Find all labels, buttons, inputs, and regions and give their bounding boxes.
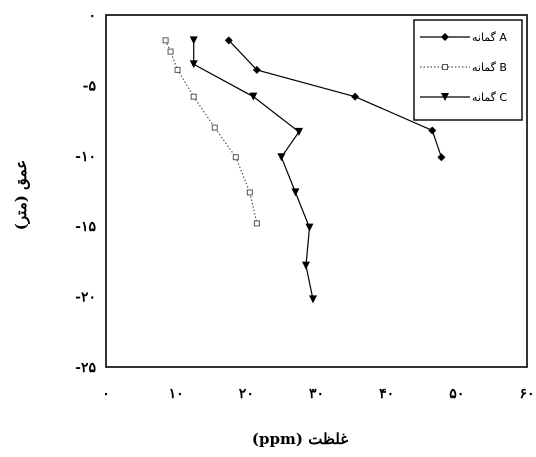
y-tick-label: -۱۵ bbox=[75, 219, 96, 235]
y-tick-label: ۰ bbox=[88, 8, 96, 24]
data-point bbox=[294, 127, 303, 136]
data-point bbox=[351, 92, 360, 101]
legend-marker bbox=[441, 93, 449, 101]
legend-entry: گمانه A bbox=[420, 31, 507, 44]
series-1 bbox=[162, 37, 260, 227]
data-point bbox=[162, 37, 169, 44]
data-point bbox=[224, 36, 233, 45]
y-tick-label: -۱۰ bbox=[75, 149, 96, 165]
x-axis-ticks: ۰ ۱۰ ۲۰ ۳۰ ۴۰ ۵۰ ۶۰ bbox=[102, 386, 534, 402]
y-axis-title: عمق (متر) bbox=[12, 160, 30, 230]
data-point bbox=[167, 48, 174, 55]
data-point bbox=[211, 124, 218, 131]
data-point bbox=[189, 36, 198, 45]
series-2 bbox=[189, 36, 317, 304]
y-tick-label: -۵ bbox=[83, 78, 97, 94]
legend-label: گمانه B bbox=[472, 61, 507, 74]
legend-label: گمانه C bbox=[472, 91, 507, 104]
data-point bbox=[277, 153, 286, 162]
x-tick-label: ۲۰ bbox=[239, 386, 254, 402]
y-axis-ticks: ۰ -۵ -۱۰ -۱۵ -۲۰ -۲۵ bbox=[75, 8, 96, 376]
x-tick-label: ۵۰ bbox=[449, 386, 464, 402]
data-point bbox=[253, 220, 260, 227]
legend-entry: گمانه B bbox=[420, 61, 507, 74]
data-point bbox=[428, 126, 437, 135]
data-point bbox=[291, 188, 300, 197]
y-tick-label: -۲۰ bbox=[75, 290, 96, 306]
data-point bbox=[308, 295, 317, 304]
series-layer bbox=[162, 36, 446, 304]
series-line bbox=[165, 40, 258, 224]
legend-entry: گمانه C bbox=[420, 91, 507, 104]
x-tick-label: ۱۰ bbox=[169, 386, 184, 402]
data-point bbox=[232, 154, 239, 161]
data-point bbox=[249, 92, 258, 101]
data-point bbox=[252, 65, 261, 74]
legend-marker bbox=[442, 64, 448, 70]
data-point bbox=[305, 223, 314, 232]
series-0 bbox=[224, 36, 446, 162]
x-tick-label: ۳۰ bbox=[309, 386, 324, 402]
x-tick-label: ۰ bbox=[102, 386, 110, 402]
data-point bbox=[246, 189, 253, 196]
x-tick-label: ۶۰ bbox=[519, 386, 534, 402]
data-point bbox=[190, 93, 197, 100]
x-tick-label: ۴۰ bbox=[379, 386, 394, 402]
legend-label: گمانه A bbox=[472, 31, 507, 44]
legend: گمانه A گمانه B گمانه C bbox=[420, 31, 507, 104]
data-point bbox=[189, 60, 198, 69]
data-point bbox=[437, 153, 446, 162]
data-point bbox=[301, 261, 310, 270]
data-point bbox=[174, 66, 181, 73]
legend-marker bbox=[441, 33, 449, 41]
y-tick-label: -۲۵ bbox=[75, 360, 96, 376]
x-axis-title: غلظت (ppm) bbox=[252, 430, 348, 448]
